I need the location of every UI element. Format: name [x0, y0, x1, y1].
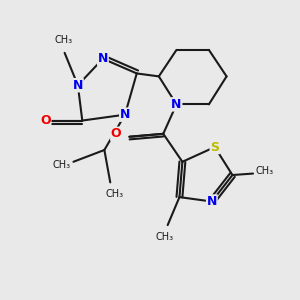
- Text: N: N: [207, 195, 217, 208]
- Text: CH₃: CH₃: [54, 34, 72, 45]
- Text: O: O: [40, 114, 51, 127]
- Text: N: N: [120, 108, 130, 121]
- Text: S: S: [210, 141, 219, 154]
- Text: CH₃: CH₃: [52, 160, 71, 170]
- Text: CH₃: CH₃: [156, 232, 174, 242]
- Text: N: N: [171, 98, 182, 111]
- Text: N: N: [73, 79, 83, 92]
- Text: CH₃: CH₃: [106, 189, 124, 199]
- Text: CH₃: CH₃: [256, 166, 274, 176]
- Text: N: N: [98, 52, 108, 65]
- Text: O: O: [111, 127, 122, 140]
